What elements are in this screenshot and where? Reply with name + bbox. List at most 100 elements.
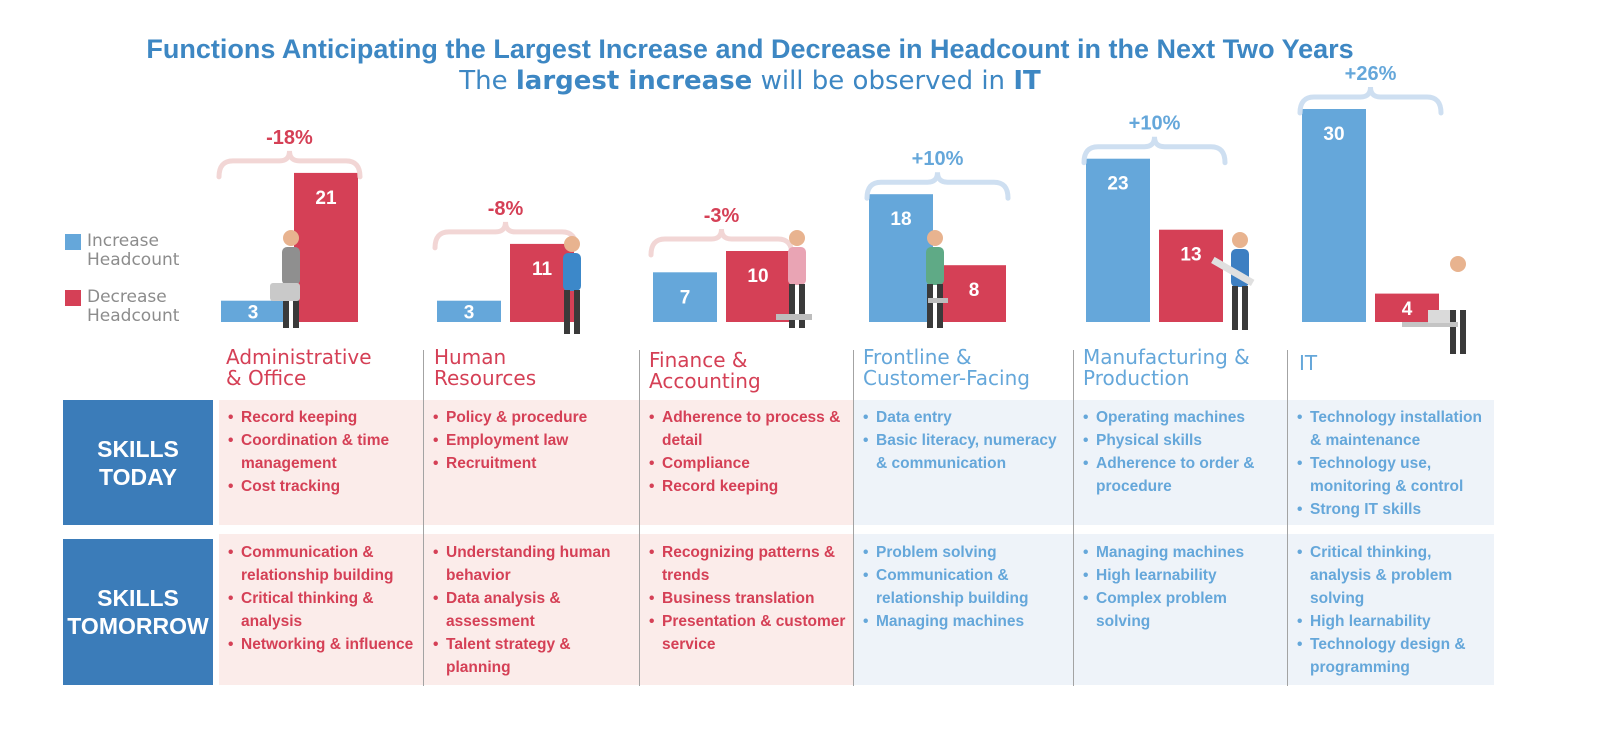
net-change-brace [1297, 86, 1444, 116]
legend-increase-label: Increase Headcount [87, 231, 180, 270]
skills-today-list: Operating machinesPhysical skillsAdheren… [1083, 406, 1285, 498]
net-change-brace [216, 150, 363, 180]
category-label-line2: Resources [434, 366, 537, 390]
skill-item: Recognizing patterns & trends [649, 541, 851, 587]
net-change-label: -8% [488, 198, 524, 220]
skills-tomorrow-list: Problem solvingCommunication & relations… [863, 541, 1071, 633]
figure-woman-pointing-leg [574, 290, 580, 334]
skill-item: Critical thinking & analysis [228, 587, 421, 633]
legend-increase-swatch [65, 234, 81, 250]
skills-tomorrow-list: Recognizing patterns & trendsBusiness tr… [649, 541, 851, 656]
pipe-icon [1211, 256, 1255, 286]
figure-it-worker-leg [1450, 310, 1456, 354]
category-label: Human Resources [434, 347, 634, 389]
skill-item: Technology design & programming [1297, 633, 1491, 679]
skill-item: High learnability [1083, 564, 1285, 587]
net-change-label: -3% [704, 205, 740, 227]
skills-today-list: Adherence to process & detailComplianceR… [649, 406, 851, 498]
category-label-line2: Accounting [649, 369, 761, 393]
bar-increase [1086, 158, 1150, 322]
skill-item: Strong IT skills [1297, 498, 1491, 521]
figure-woman-seated-leg [799, 284, 805, 328]
figure-worker-leg [1232, 286, 1238, 330]
figure-businessman-leg [283, 284, 289, 328]
figure-it-worker-head [1450, 256, 1466, 272]
skill-item: Record keeping [649, 475, 851, 498]
legend-decrease: Decrease Headcount [65, 288, 197, 326]
stool-icon [928, 298, 948, 303]
figure-worker-head [1232, 232, 1248, 248]
bar-increase [1302, 109, 1366, 322]
column-divider [423, 350, 424, 686]
net-change-brace [648, 228, 795, 258]
net-change-label: +10% [912, 148, 964, 170]
figure-woman-pointing-head [564, 236, 580, 252]
bar-value-label: 4 [1402, 299, 1413, 320]
bar-value-label: 30 [1323, 124, 1344, 145]
figure-woman-phone-head [927, 230, 943, 246]
chart-subtitle: The largest increase will be observed in… [459, 66, 1041, 96]
bar-increase [869, 194, 933, 322]
figure-woman-phone-body [926, 247, 944, 285]
desk-icon [1402, 322, 1458, 327]
figure-it-worker-leg [1460, 310, 1466, 354]
category-label-line1: IT [1299, 351, 1318, 375]
skill-item: Basic literacy, numeracy & communication [863, 429, 1071, 475]
skill-item: High learnability [1297, 610, 1491, 633]
legend-decrease-swatch [65, 290, 81, 306]
skill-item: Employment law [433, 429, 637, 452]
category-label-line1: Administrative [226, 345, 372, 369]
net-change-brace [432, 221, 579, 251]
category-label-line1: Manufacturing & [1083, 345, 1250, 369]
briefcase-icon [270, 283, 300, 301]
figure-it-worker-body [1449, 273, 1467, 311]
skill-item: Coordination & time management [228, 429, 421, 475]
bar-value-label: 3 [248, 302, 259, 323]
figure-businessman-leg [293, 284, 299, 328]
skills-today-list: Record keepingCoordination & time manage… [228, 406, 421, 498]
category-label: IT [1299, 353, 1499, 374]
net-change-brace [864, 172, 1011, 201]
bar-value-label: 3 [464, 302, 475, 323]
skills-tomorrow-list: Communication & relationship buildingCri… [228, 541, 421, 656]
skill-item: Adherence to order & procedure [1083, 452, 1285, 498]
skill-item: Communication & relationship building [863, 564, 1071, 610]
chart-title: Functions Anticipating the Largest Incre… [146, 34, 1354, 64]
skill-item: Recruitment [433, 452, 637, 475]
skills-tomorrow-list: Managing machinesHigh learnabilityComple… [1083, 541, 1285, 633]
skill-item: Business translation [649, 587, 851, 610]
bar-value-label: 11 [532, 259, 553, 280]
skill-item: Problem solving [863, 541, 1071, 564]
laptop-icon [1428, 310, 1450, 323]
legend-decrease-label: Decrease Headcount [87, 287, 180, 326]
column-divider [853, 350, 854, 686]
skills-tomorrow-list: Critical thinking, analysis & problem so… [1297, 541, 1491, 679]
category-label-line1: Frontline & [863, 345, 972, 369]
column-divider [1287, 350, 1288, 686]
category-label: Finance & Accounting [649, 350, 849, 392]
skill-item: Record keeping [228, 406, 421, 429]
skill-item: Talent strategy & planning [433, 633, 637, 679]
skill-item: Communication & relationship building [228, 541, 421, 587]
skill-item: Critical thinking, analysis & problem so… [1297, 541, 1491, 610]
net-change-brace [1081, 136, 1228, 166]
figure-woman-pointing-body [563, 253, 581, 291]
skills-today-list: Policy & procedureEmployment lawRecruitm… [433, 406, 637, 475]
bar-decrease [942, 265, 1006, 322]
category-label: Manufacturing & Production [1083, 347, 1283, 389]
figure-woman-seated-leg [789, 284, 795, 328]
bar-value-label: 13 [1180, 245, 1201, 266]
category-label-line2: & Office [226, 366, 307, 390]
skill-item: Data analysis & assessment [433, 587, 637, 633]
skill-item: Managing machines [863, 610, 1071, 633]
legend-increase: Increase Headcount [65, 232, 197, 270]
category-label: Frontline & Customer-Facing [863, 347, 1063, 389]
skill-item: Understanding human behavior [433, 541, 637, 587]
skill-item: Presentation & customer service [649, 610, 851, 656]
skill-item: Operating machines [1083, 406, 1285, 429]
bar-increase [221, 300, 285, 322]
skill-item: Complex problem solving [1083, 587, 1285, 633]
figure-worker-leg [1242, 286, 1248, 330]
figure-businessman-head [283, 230, 299, 246]
